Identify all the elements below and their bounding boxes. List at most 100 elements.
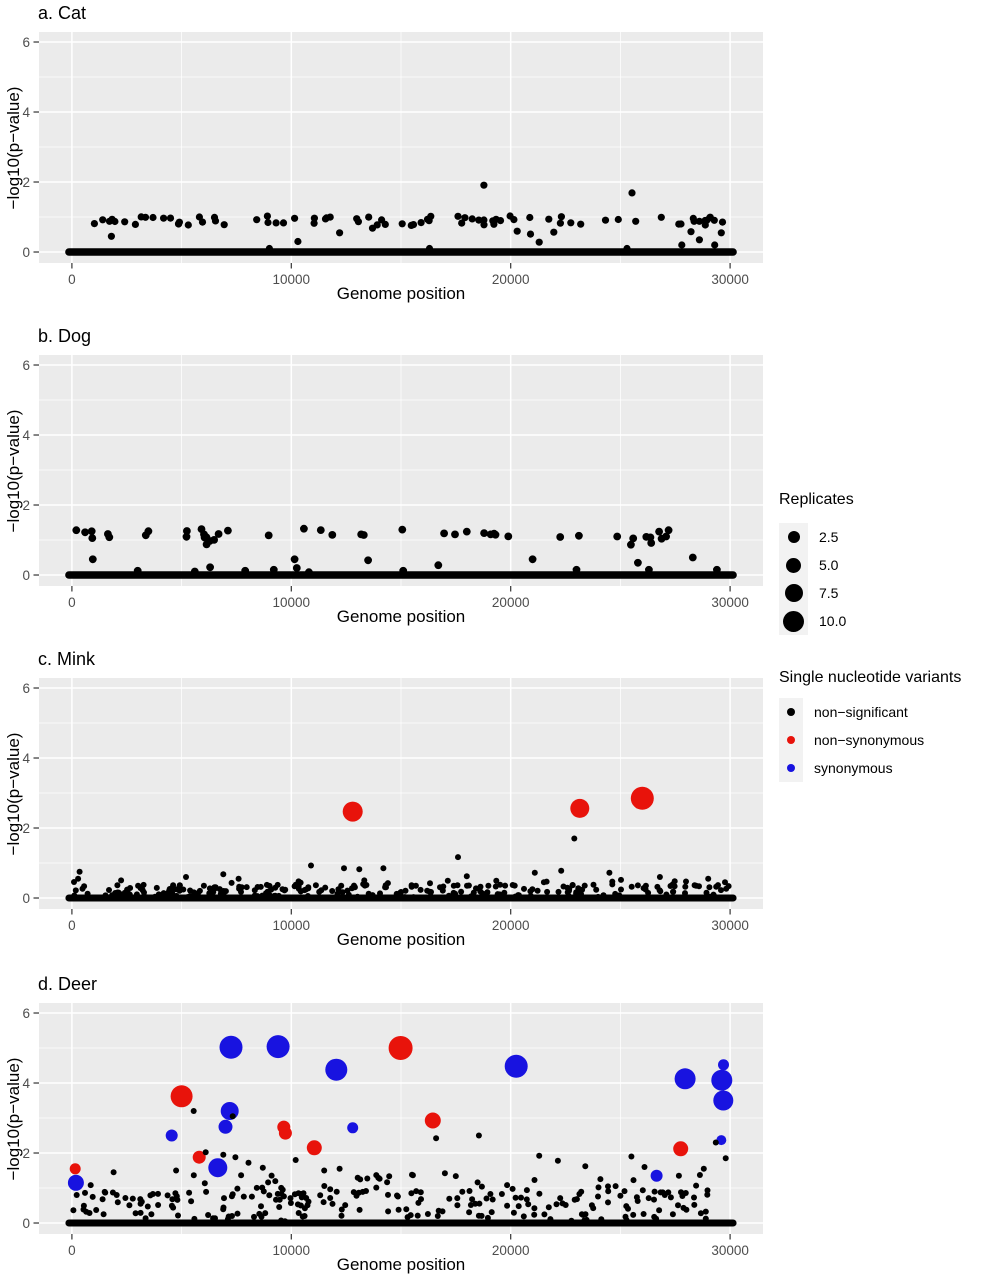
- y-tick-label: 6: [22, 681, 30, 696]
- y-tick-label: 4: [22, 105, 30, 120]
- color-legend-key: [779, 754, 803, 782]
- x-axis-title-a: Genome position: [336, 284, 466, 303]
- size-legend-dot-icon: [784, 584, 803, 602]
- x-tick-label: 20000: [492, 1243, 530, 1258]
- y-axis-title-d: −log10(p−value): [4, 1057, 23, 1180]
- size-legend-item: 5.0: [779, 551, 854, 579]
- size-legend-item: 7.5: [779, 579, 854, 607]
- y-tick-label: 2: [22, 175, 30, 190]
- notable-black-points: [75, 835, 712, 882]
- axis-ticks: 0 10000 20000 30000 0 2 4 6: [22, 681, 748, 933]
- x-tick-label: 0: [68, 272, 76, 287]
- size-legend-key: [779, 607, 808, 635]
- snv-point-non-synonymous: [278, 1126, 292, 1140]
- axis-ticks: 0 10000 20000 30000 0 2 4 6: [22, 358, 748, 610]
- y-tick-label: 2: [22, 1146, 30, 1161]
- x-tick-label: 20000: [492, 595, 530, 610]
- snv-point-synonymous: [218, 1119, 233, 1134]
- x-tick-label: 10000: [273, 272, 311, 287]
- snv-point-non-synonymous: [424, 1112, 441, 1129]
- x-tick-label: 0: [68, 595, 76, 610]
- size-legend-label: 2.5: [819, 529, 839, 545]
- x-axis-title-c: Genome position: [336, 930, 466, 949]
- y-tick-label: 2: [22, 821, 30, 836]
- y-tick-label: 0: [22, 891, 30, 906]
- x-tick-label: 20000: [492, 272, 530, 287]
- snv-point-synonymous: [347, 1122, 359, 1134]
- x-axis-title-d: Genome position: [336, 1255, 466, 1274]
- plot-panel-a: 0 10000 20000 30000 0 2 4 6: [22, 32, 763, 287]
- size-legend-replicates: Replicates 2.5 5.0 7.5 10.0: [779, 490, 854, 635]
- color-legend-label: synonymous: [814, 760, 893, 776]
- panel-title-c: c. Mink: [38, 649, 96, 669]
- color-legend-key: [779, 698, 803, 726]
- snv-point-non-synonymous: [630, 786, 654, 810]
- plot-panel-d: 0 10000 20000 30000 0 2 4 6: [22, 1003, 763, 1258]
- snv-point-synonymous: [711, 1069, 733, 1091]
- size-legend-title: Replicates: [779, 491, 854, 508]
- x-tick-label: 10000: [273, 1243, 311, 1258]
- size-legend-item: 2.5: [779, 523, 854, 551]
- plot-panel-c: 0 10000 20000 30000 0 2 4 6: [22, 678, 763, 933]
- size-legend-key: [779, 579, 808, 607]
- axis-ticks: 0 10000 20000 30000 0 2 4 6: [22, 35, 748, 287]
- size-legend-dot-icon: [783, 610, 804, 632]
- snv-point-synonymous: [650, 1169, 663, 1182]
- size-legend-label: 10.0: [819, 613, 847, 629]
- y-axis-title-c: −log10(p−value): [4, 732, 23, 855]
- snv-point-synonymous: [208, 1158, 228, 1178]
- snv-point-synonymous: [325, 1058, 348, 1081]
- x-tick-label: 30000: [711, 595, 749, 610]
- x-tick-label: 30000: [711, 918, 749, 933]
- gridlines: [39, 32, 763, 263]
- axis-ticks: 0 10000 20000 30000 0 2 4 6: [22, 1006, 748, 1258]
- snv-point-synonymous: [165, 1129, 178, 1142]
- color-legend-dot-icon-synonymous: [787, 764, 795, 772]
- color-legend-dot-icon-non-synonymous: [787, 736, 795, 744]
- y-tick-label: 2: [22, 498, 30, 513]
- snv-point-non-synonymous: [192, 1150, 206, 1164]
- color-legend-item: non−significant: [779, 698, 961, 726]
- panel-title-a: a. Cat: [38, 3, 87, 23]
- y-tick-label: 0: [22, 245, 30, 260]
- snv-point-non-synonymous: [69, 1163, 81, 1175]
- snv-point-synonymous: [716, 1135, 727, 1146]
- snv-point-synonymous: [67, 1174, 84, 1191]
- color-legend-item: synonymous: [779, 754, 961, 782]
- x-tick-label: 20000: [492, 918, 530, 933]
- x-tick-label: 0: [68, 1243, 76, 1258]
- size-legend-items: 2.5 5.0 7.5 10.0: [779, 523, 854, 635]
- panel-title-d: d. Deer: [38, 974, 98, 994]
- snv-point-non-synonymous: [673, 1141, 689, 1157]
- x-tick-label: 0: [68, 918, 76, 933]
- y-tick-label: 4: [22, 1076, 30, 1091]
- size-legend-dot-icon: [786, 557, 801, 573]
- y-axis-title-a: −log10(p−value): [4, 86, 23, 209]
- y-axis-title-b: −log10(p−value): [4, 409, 23, 532]
- snv-point-synonymous: [674, 1068, 696, 1090]
- noise-points: [88, 524, 673, 549]
- snv-point-synonymous: [504, 1054, 528, 1078]
- x-tick-label: 30000: [711, 272, 749, 287]
- y-tick-label: 6: [22, 1006, 30, 1021]
- snv-points: [342, 786, 654, 822]
- snv-point-synonymous: [220, 1102, 239, 1120]
- x-tick-label: 30000: [711, 1243, 749, 1258]
- color-legend-items: non−significant non−synonymous synonymous: [779, 698, 961, 782]
- color-legend-snv: Single nucleotide variants non−significa…: [779, 668, 961, 782]
- notable-black-points: [72, 526, 721, 577]
- snv-point-non-synonymous: [306, 1140, 322, 1156]
- snv-point-non-synonymous: [342, 801, 363, 822]
- size-legend-dot-icon: [787, 531, 800, 543]
- x-tick-label: 10000: [273, 595, 311, 610]
- y-tick-label: 4: [22, 428, 30, 443]
- snv-point-synonymous: [266, 1035, 290, 1059]
- color-legend-key: [779, 726, 803, 754]
- plot-panel-b: 0 10000 20000 30000 0 2 4 6: [22, 355, 763, 610]
- size-legend-label: 5.0: [819, 557, 839, 573]
- color-legend-title: Single nucleotide variants: [779, 669, 962, 686]
- size-legend-item: 10.0: [779, 607, 854, 635]
- size-legend-key: [779, 551, 808, 579]
- color-legend-label: non−synonymous: [814, 732, 925, 748]
